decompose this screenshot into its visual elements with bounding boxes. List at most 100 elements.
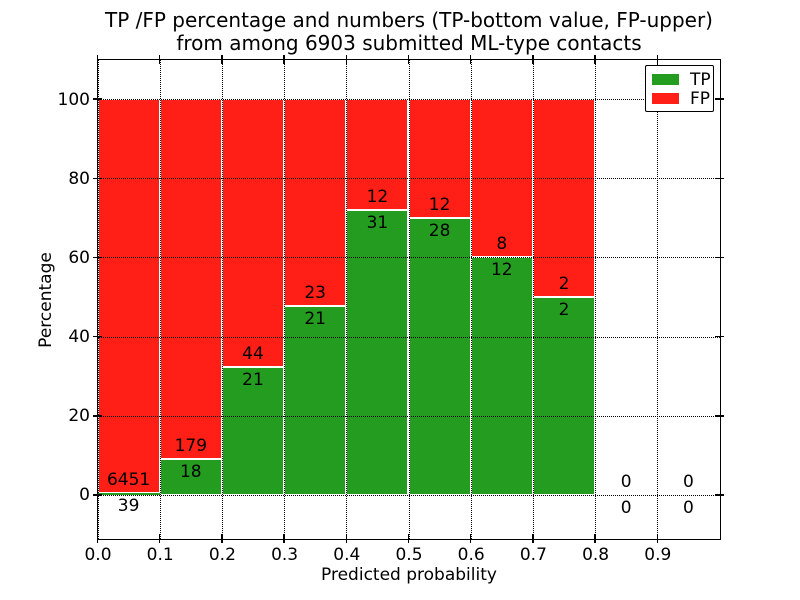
x-gridline [159, 59, 161, 539]
x-gridline [532, 59, 534, 539]
x-tick-bottom [594, 534, 596, 543]
y-gridline [97, 178, 720, 180]
bar-fp-segment [284, 99, 347, 306]
fp-count-label: 12 [366, 186, 389, 207]
x-tick-label: 0.5 [395, 545, 423, 565]
tp-count-label: 31 [366, 212, 389, 233]
x-tick-label: 0.6 [457, 545, 485, 565]
x-tick-bottom [283, 534, 285, 543]
y-tick-left [93, 335, 102, 338]
x-tick-bottom [407, 534, 410, 543]
bar-tp-segment [470, 257, 533, 495]
x-tick-label: 0.1 [146, 545, 174, 565]
legend-swatch-fp [652, 93, 679, 104]
tp-count-label: 18 [179, 461, 202, 482]
y-tick-label: 100 [57, 89, 90, 110]
x-tick-bottom [656, 534, 659, 543]
fp-count-label: 8 [496, 234, 508, 255]
x-tick-label: 0.8 [582, 545, 610, 565]
x-tick-bottom [469, 534, 472, 543]
y-gridline [97, 99, 720, 101]
x-tick-top [283, 55, 285, 64]
x-tick-top [656, 55, 659, 64]
legend: TP FP [645, 65, 714, 112]
y-tick-label: 60 [68, 247, 90, 268]
legend-swatch-tp [652, 74, 679, 85]
legend-item: FP [652, 89, 710, 108]
fp-count-label: 44 [242, 344, 264, 365]
y-tick-label: 40 [68, 327, 90, 348]
plot-area: 6451 39 179 18 44 21 23 21 12 31 12 28 8 12 2 2 0 0 0 0 [93, 55, 724, 543]
x-tick-label: 0.7 [519, 545, 547, 565]
y-tick-right [715, 335, 724, 338]
chart-title-line2: from among 6903 submitted ML-type contac… [176, 31, 642, 55]
bar-fp-segment [97, 99, 160, 493]
x-tick-top [345, 55, 348, 64]
x-gridline [595, 59, 597, 539]
bar-tp-segment [346, 209, 409, 495]
y-tick-left [93, 177, 102, 179]
tp-count-label: 21 [242, 370, 264, 391]
fp-count-label: 6451 [106, 469, 151, 490]
x-gridline [284, 59, 286, 539]
bar-tp-segment [284, 306, 347, 495]
tp-count-label: 21 [304, 309, 327, 330]
y-tick-left [93, 494, 102, 496]
x-tick-bottom [345, 534, 348, 543]
tp-count-label: 0 [620, 497, 632, 518]
x-tick-top [407, 55, 410, 64]
x-tick-label: 0.2 [208, 545, 236, 565]
tp-count-label: 12 [490, 260, 513, 281]
x-tick-top [594, 55, 596, 64]
x-tick-bottom [221, 534, 223, 543]
x-gridline [470, 59, 472, 539]
x-tick-top [469, 55, 472, 64]
y-tick-right [715, 98, 724, 100]
chart-title-line1: TP /FP percentage and numbers (TP-bottom… [105, 8, 713, 32]
x-tick-top [221, 55, 223, 64]
x-axis-label: Predicted probability [321, 565, 497, 585]
bar-tp-segment [408, 217, 471, 495]
y-tick-right [715, 494, 724, 496]
y-gridline [97, 415, 720, 417]
tp-count-label: 28 [428, 220, 451, 241]
x-tick-top [96, 55, 99, 64]
fp-count-label: 0 [620, 471, 632, 492]
bar-tp-segment [221, 367, 285, 495]
x-tick-top [532, 55, 534, 64]
bar-fp-segment [346, 99, 409, 210]
y-gridline [97, 494, 720, 496]
y-tick-label: 80 [68, 168, 90, 189]
y-gridline [97, 257, 720, 259]
y-tick-right [715, 256, 724, 259]
x-tick-label: 0.3 [271, 545, 299, 565]
fp-count-label: 0 [682, 471, 694, 492]
x-tick-bottom [532, 534, 534, 543]
x-gridline [408, 59, 410, 539]
fp-count-label: 23 [304, 283, 327, 304]
tp-count-label: 0 [682, 497, 694, 518]
x-gridline [97, 59, 99, 539]
y-tick-right [715, 415, 724, 417]
bar-fp-segment [532, 99, 596, 297]
chart-title: TP /FP percentage and numbers (TP-bottom… [59, 9, 759, 55]
x-tick-label: 0.9 [644, 545, 672, 565]
y-tick-label: 20 [68, 406, 90, 427]
bar-fp-segment [159, 99, 222, 459]
x-gridline [221, 59, 223, 539]
y-tick-left [93, 415, 102, 417]
x-tick-label: 0.0 [84, 545, 112, 565]
x-tick-top [158, 55, 161, 64]
bar-tp-segment [97, 492, 160, 495]
y-tick-label: 0 [79, 485, 90, 506]
x-tick-bottom [158, 534, 161, 543]
y-gridline [97, 336, 720, 338]
y-tick-right [715, 177, 724, 179]
legend-label: TP [690, 69, 711, 90]
legend-item: TP [652, 70, 711, 89]
y-tick-left [93, 98, 102, 100]
x-tick-label: 0.4 [333, 545, 361, 565]
x-gridline [657, 59, 659, 539]
tp-count-label: 39 [117, 495, 140, 516]
